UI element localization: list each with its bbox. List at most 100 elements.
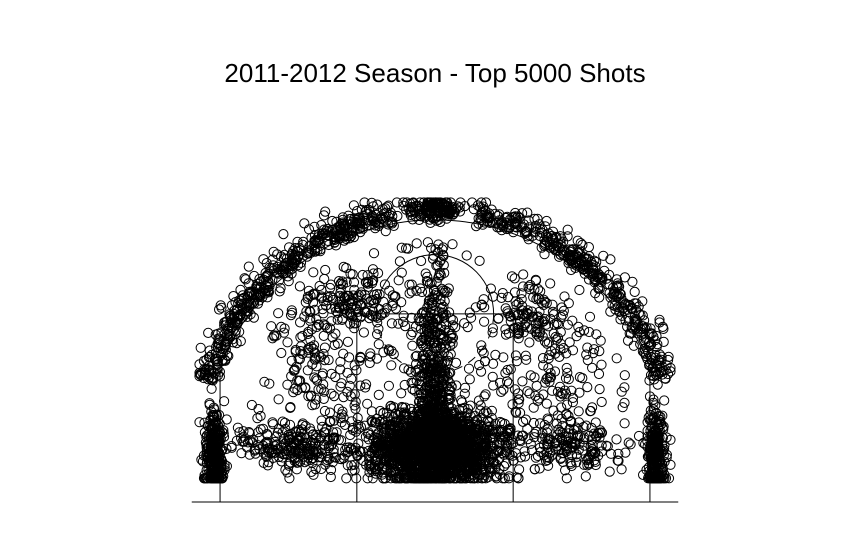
shot-point	[439, 296, 450, 307]
shot-point	[543, 353, 554, 364]
shot-point	[437, 473, 448, 484]
shot-point	[431, 343, 442, 354]
shot-point	[593, 368, 605, 380]
shot-point	[385, 400, 396, 411]
shot-point	[493, 313, 504, 324]
shot-point	[430, 244, 441, 255]
shot-point	[476, 340, 487, 351]
shot-point	[535, 446, 546, 458]
shot-point	[398, 407, 410, 418]
shot-point	[541, 398, 552, 409]
shot-point	[386, 345, 397, 357]
shot-point	[478, 294, 489, 305]
shot-point	[359, 197, 370, 208]
shot-point	[529, 428, 540, 439]
shot-point	[434, 383, 445, 394]
shot-point	[581, 349, 592, 360]
shot-point	[619, 370, 630, 381]
shot-point	[416, 456, 427, 467]
shot-point	[624, 328, 635, 339]
shot-point	[547, 226, 559, 237]
shot-point	[604, 466, 615, 477]
shot-point	[500, 367, 511, 379]
shot-point	[475, 451, 486, 462]
shot-point	[219, 396, 230, 407]
shot-point	[452, 467, 463, 478]
shot-point	[222, 323, 233, 334]
shot-point	[518, 416, 529, 427]
shot-point	[284, 473, 295, 484]
shot-point	[457, 453, 468, 464]
shot-point	[300, 297, 311, 308]
shot-point	[382, 439, 393, 450]
shot-point	[410, 351, 421, 362]
shot-point	[442, 374, 453, 385]
shot-point	[490, 418, 501, 429]
shot-point	[541, 215, 552, 227]
shot-point	[383, 344, 394, 355]
shot-point	[499, 461, 510, 472]
shot-point	[324, 323, 336, 334]
shot-point	[537, 353, 549, 364]
shot-point	[273, 394, 284, 405]
shot-point	[387, 298, 399, 309]
shot-point	[330, 328, 341, 339]
shot-point	[353, 290, 364, 301]
shot-point	[589, 344, 600, 355]
shot-point	[295, 332, 306, 343]
shot-point	[552, 386, 564, 397]
shot-point	[311, 321, 322, 333]
shot-point	[336, 417, 347, 428]
shot-point	[461, 250, 472, 261]
shot-point	[619, 297, 630, 308]
shot-point	[572, 248, 583, 259]
shot-point	[277, 416, 288, 427]
shot-point	[336, 409, 347, 420]
shot-point	[582, 460, 593, 471]
shot-point	[431, 377, 442, 388]
shot-point	[522, 308, 533, 319]
shot-point	[584, 311, 596, 322]
shot-point	[542, 413, 553, 424]
shot-point	[399, 363, 410, 374]
shot-point	[396, 242, 407, 253]
shot-point	[552, 238, 563, 249]
shot-point	[594, 346, 605, 357]
shot-point	[545, 368, 556, 379]
shot-point	[611, 274, 622, 285]
shot-point	[469, 423, 480, 434]
shot-point	[471, 441, 482, 453]
shot-point	[335, 364, 346, 375]
shot-point	[539, 240, 550, 252]
shot-point	[400, 321, 411, 332]
shot-point	[252, 281, 263, 292]
shot-point	[224, 331, 235, 342]
shot-point	[309, 340, 320, 351]
shot-point	[615, 314, 626, 325]
shot-point	[383, 211, 394, 222]
shot-point	[590, 447, 601, 458]
shot-point	[335, 356, 346, 367]
shot-point	[423, 315, 434, 326]
shot-point	[441, 411, 452, 422]
shot-point	[639, 343, 650, 355]
shot-point	[419, 431, 430, 442]
shot-point	[584, 326, 595, 338]
shot-point	[438, 251, 449, 262]
shot-point	[424, 365, 435, 377]
shot-point	[316, 444, 327, 455]
shot-point	[303, 326, 314, 338]
shot-point	[553, 424, 564, 435]
shot-point	[204, 399, 215, 410]
shot-point	[561, 408, 572, 419]
shot-point	[312, 245, 323, 256]
shot-point	[351, 300, 362, 311]
shot-point	[456, 395, 467, 406]
shot-point	[198, 450, 209, 461]
shot-point	[380, 453, 391, 464]
shot-point	[308, 469, 319, 480]
shot-point	[351, 473, 362, 484]
shot-point	[342, 336, 353, 347]
shot-point	[353, 423, 364, 434]
shot-point	[459, 438, 470, 449]
